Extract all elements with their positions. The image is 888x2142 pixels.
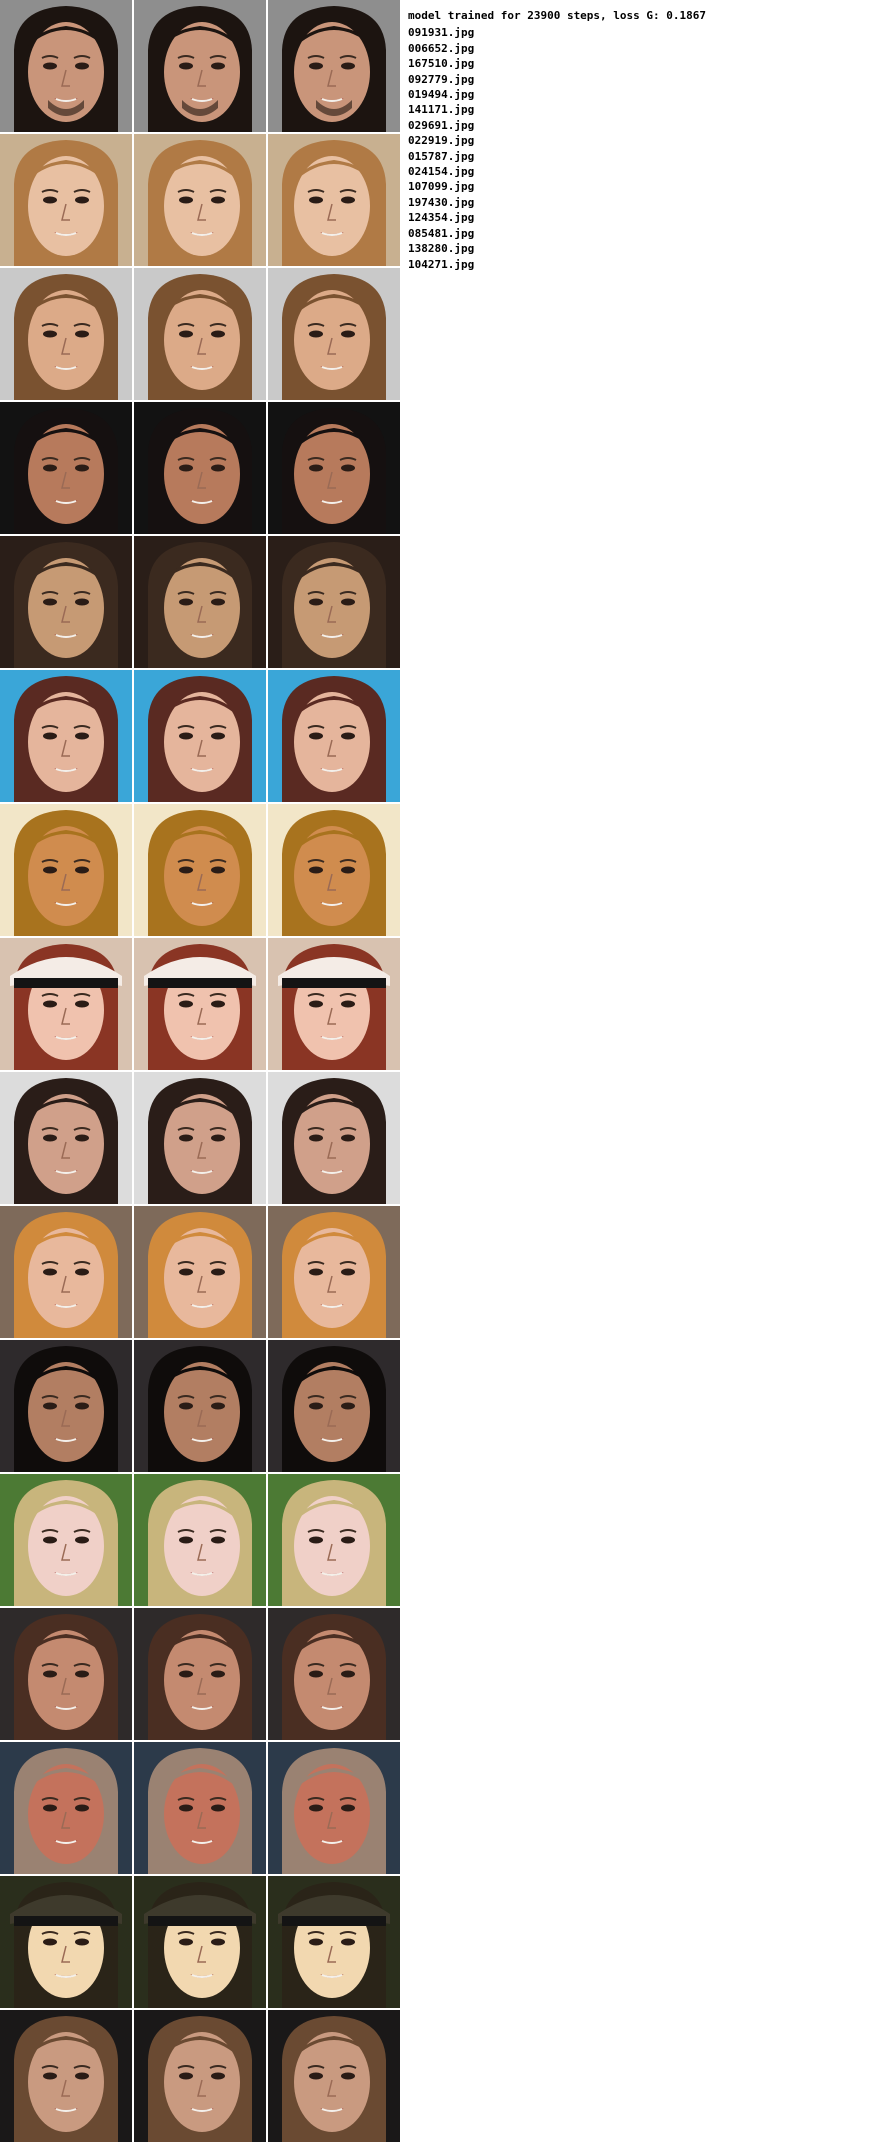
face-image: [134, 1340, 266, 1472]
file-name: 141171.jpg: [408, 103, 475, 117]
face-image: [0, 268, 132, 400]
face-image: [268, 1206, 400, 1338]
output-panel: model trained for 23900 steps, loss G: 0…: [408, 8, 706, 272]
file-name: 006652.jpg: [408, 41, 475, 55]
face-image: [268, 2010, 400, 2142]
face-image: [0, 804, 132, 936]
face-image: [0, 1876, 132, 2008]
file-name: 092779.jpg: [408, 72, 475, 86]
face-image: [0, 1206, 132, 1338]
face-image: [268, 1742, 400, 1874]
face-image: [268, 1340, 400, 1472]
face-image: [268, 1876, 400, 2008]
face-image: [134, 1876, 266, 2008]
face-image: [0, 938, 132, 1070]
face-image: [0, 1742, 132, 1874]
face-image: [0, 1608, 132, 1740]
face-image: [134, 536, 266, 668]
training-status-line: model trained for 23900 steps, loss G: 0…: [408, 9, 707, 22]
face-image: [134, 938, 266, 1070]
face-image: [268, 1072, 400, 1204]
face-image: [134, 2010, 266, 2142]
face-image: [0, 0, 132, 132]
face-image: [134, 1608, 266, 1740]
face-image: [134, 402, 266, 534]
file-name: 022919.jpg: [408, 134, 475, 148]
file-name: 085481.jpg: [408, 226, 475, 240]
face-image: [0, 536, 132, 668]
file-name: 104271.jpg: [408, 257, 475, 271]
face-image: [134, 0, 266, 132]
face-image: [134, 670, 266, 802]
face-image-grid: [0, 0, 400, 2142]
face-image: [268, 402, 400, 534]
face-image: [134, 268, 266, 400]
face-image: [134, 1474, 266, 1606]
face-image: [268, 268, 400, 400]
face-image: [0, 402, 132, 534]
face-image: [268, 536, 400, 668]
face-image: [0, 1474, 132, 1606]
face-image: [268, 670, 400, 802]
face-image: [134, 1072, 266, 1204]
face-image: [0, 1072, 132, 1204]
file-name: 124354.jpg: [408, 211, 475, 225]
face-image: [268, 938, 400, 1070]
file-name: 167510.jpg: [408, 57, 475, 71]
file-name: 107099.jpg: [408, 180, 475, 194]
file-name: 024154.jpg: [408, 165, 475, 179]
file-name: 197430.jpg: [408, 195, 475, 209]
face-image: [268, 1474, 400, 1606]
file-name: 029691.jpg: [408, 118, 475, 132]
file-list: 091931.jpg 006652.jpg 167510.jpg 092779.jpg…: [408, 25, 706, 272]
face-image: [134, 1742, 266, 1874]
file-name: 015787.jpg: [408, 149, 475, 163]
face-image: [268, 134, 400, 266]
face-image: [268, 0, 400, 132]
face-image: [134, 1206, 266, 1338]
face-image: [0, 2010, 132, 2142]
face-image: [0, 134, 132, 266]
face-image: [0, 1340, 132, 1472]
file-name: 138280.jpg: [408, 242, 475, 256]
file-name: 091931.jpg: [408, 26, 475, 40]
face-image: [268, 1608, 400, 1740]
face-image: [0, 670, 132, 802]
face-image: [268, 804, 400, 936]
file-name: 019494.jpg: [408, 88, 475, 102]
face-image: [134, 134, 266, 266]
face-image: [134, 804, 266, 936]
